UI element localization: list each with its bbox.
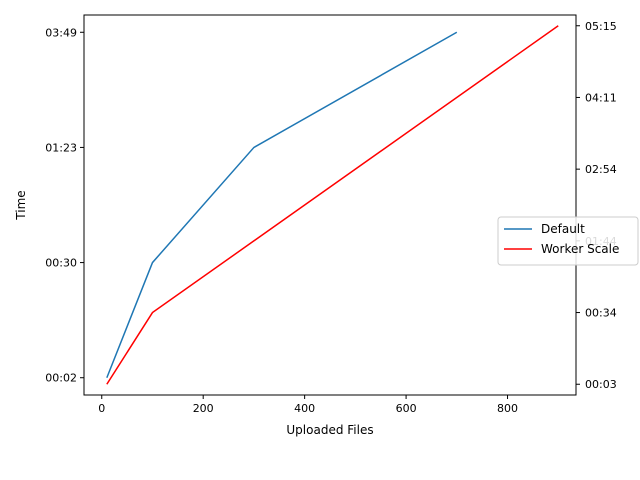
plot-frame	[83, 14, 577, 396]
series-line-worker-scale	[106, 25, 559, 385]
right-tick-label: 05:15	[585, 20, 617, 33]
left-axis-ticks: 00:02 00:30 01:23 03:49	[45, 26, 84, 385]
x-tick-label: 800	[497, 402, 518, 415]
right-tick-label: 00:03	[585, 378, 617, 391]
legend-box	[497, 216, 639, 266]
y-axis-label: Time	[14, 190, 28, 220]
x-axis-ticks: 0 200 400 600 800	[98, 395, 518, 415]
legend-label: Worker Scale	[541, 242, 619, 256]
series-lines	[106, 25, 559, 385]
x-tick-label: 0	[98, 402, 105, 415]
left-tick-label: 03:49	[45, 26, 77, 39]
left-tick-label: 00:30	[45, 257, 77, 270]
x-tick-label: 200	[193, 402, 214, 415]
x-tick-label: 600	[396, 402, 417, 415]
legend: Default Worker Scale	[497, 216, 639, 266]
series-line-default	[106, 31, 458, 379]
plot-area	[84, 15, 576, 395]
right-tick-label: 04:11	[585, 91, 617, 104]
x-axis-label: Uploaded Files	[286, 423, 373, 437]
right-tick-label: 00:34	[585, 307, 617, 320]
left-tick-label: 01:23	[45, 141, 77, 154]
x-tick-label: 400	[294, 402, 315, 415]
right-tick-label: 02:54	[585, 163, 617, 176]
legend-label: Default	[541, 222, 585, 236]
left-tick-label: 00:02	[45, 372, 77, 385]
